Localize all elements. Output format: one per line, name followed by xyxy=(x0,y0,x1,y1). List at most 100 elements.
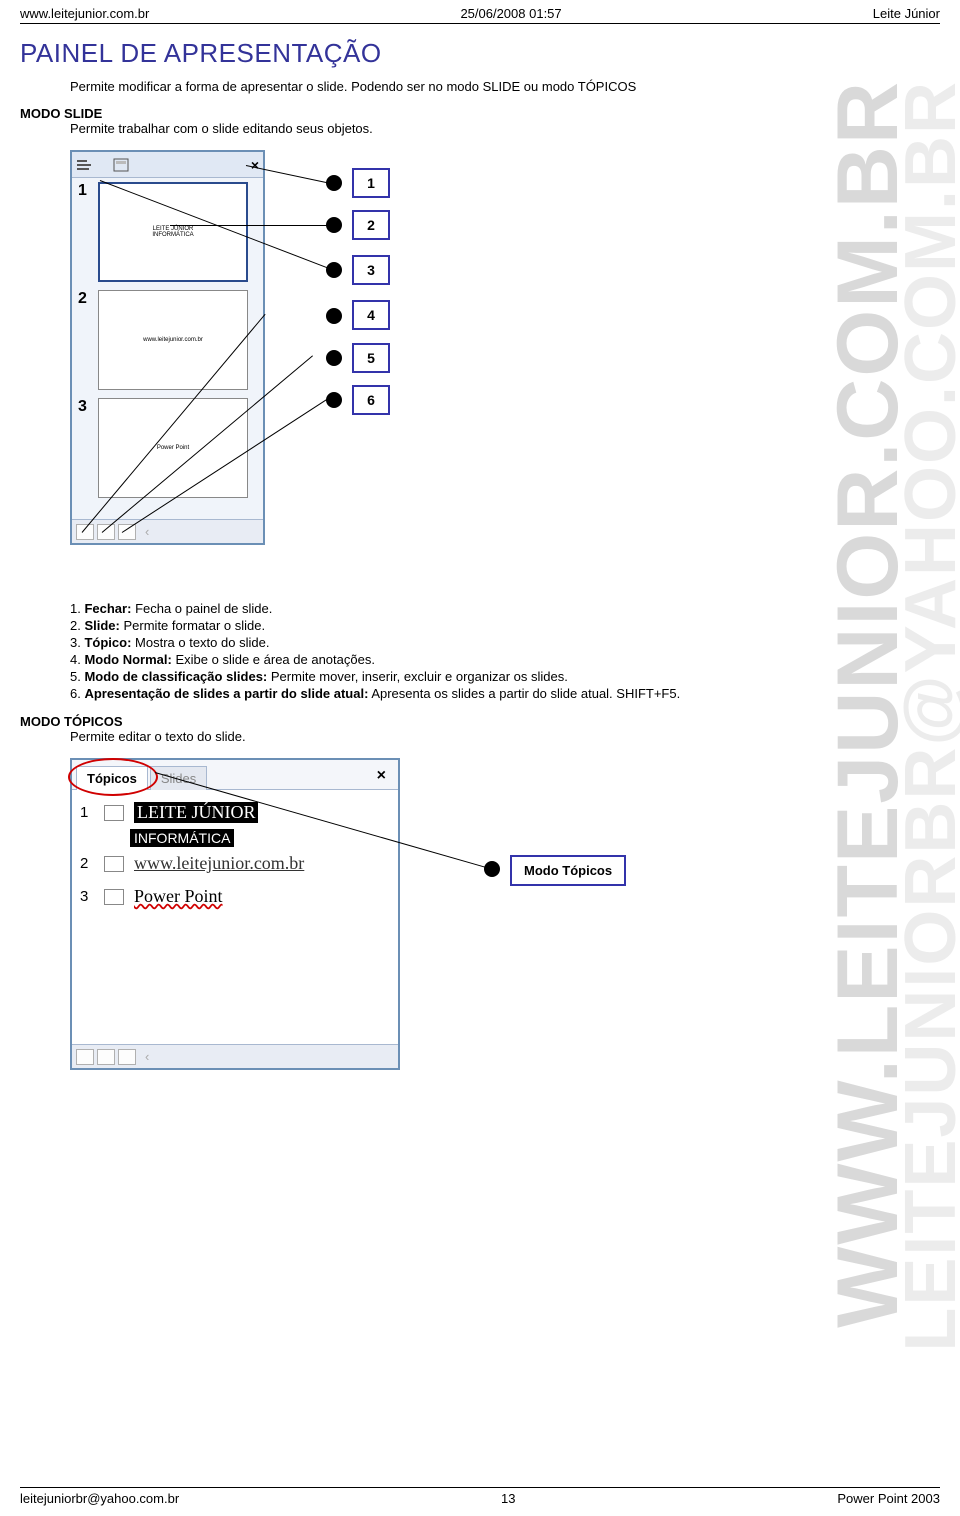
marker-dot xyxy=(326,308,342,324)
footer-right: Power Point 2003 xyxy=(837,1491,940,1506)
legend-num: 2. xyxy=(70,618,81,633)
legend-term: Slide: xyxy=(84,618,119,633)
thumb-text: www.leitejunior.com.br xyxy=(143,337,203,343)
marker-dot xyxy=(326,350,342,366)
legend-desc: Permite mover, inserir, excluir e organi… xyxy=(271,669,568,684)
footer-left: leitejuniorbr@yahoo.com.br xyxy=(20,1491,179,1506)
thumb-num: 1 xyxy=(78,182,92,200)
marker-box-6: 6 xyxy=(352,385,390,415)
legend-term: Fechar: xyxy=(84,601,131,616)
legend-term: Tópico: xyxy=(84,635,131,650)
footer-center: 13 xyxy=(501,1491,515,1506)
page-footer: leitejuniorbr@yahoo.com.br 13 Power Poin… xyxy=(20,1487,940,1506)
thumb-num: 2 xyxy=(78,290,92,308)
marker-box-5: 5 xyxy=(352,343,390,373)
legend-item: 4. Modo Normal: Exibe o slide e área de … xyxy=(70,651,940,668)
intro-text: Permite modificar a forma de apresentar … xyxy=(0,77,960,102)
legend-list: 1. Fechar: Fecha o painel de slide. 2. S… xyxy=(0,596,960,710)
figure-slide-panel: × 1 LEITE JÚNIOR INFORMÁTICA 2 www.leite… xyxy=(70,150,940,590)
legend-item: 1. Fechar: Fecha o painel de slide. xyxy=(70,600,940,617)
outline-row[interactable]: 1 LEITE JÚNIOR xyxy=(80,796,390,829)
figure-outline-panel: Tópicos Slides × 1 LEITE JÚNIOR INFORMÁT… xyxy=(70,758,940,1088)
legend-item: 3. Tópico: Mostra o texto do slide. xyxy=(70,634,940,651)
outline-num: 3 xyxy=(80,888,94,905)
legend-desc: Apresenta os slides a partir do slide at… xyxy=(371,686,680,701)
marker-dot xyxy=(326,392,342,408)
outline-row[interactable]: 3 Power Point xyxy=(80,880,390,913)
slide-panel-tabs: × xyxy=(72,152,263,178)
slides-tab-icon[interactable] xyxy=(112,158,130,172)
legend-num: 4. xyxy=(70,652,81,667)
callout-modo-topicos: Modo Tópicos xyxy=(510,855,626,886)
thumb-box[interactable]: www.leitejunior.com.br xyxy=(98,290,248,390)
legend-item: 2. Slide: Permite formatar o slide. xyxy=(70,617,940,634)
slideshow-view-icon[interactable] xyxy=(118,1049,136,1065)
close-panel-icon[interactable]: × xyxy=(251,157,259,173)
sorter-view-icon[interactable] xyxy=(97,524,115,540)
scroll-left-icon[interactable]: ‹ xyxy=(145,1049,149,1064)
legend-num: 3. xyxy=(70,635,81,650)
legend-desc: Fecha o painel de slide. xyxy=(135,601,272,616)
outline-panel: Tópicos Slides × 1 LEITE JÚNIOR INFORMÁT… xyxy=(70,758,400,1070)
slide-panel-bottom: ‹ xyxy=(72,519,263,543)
footer-divider xyxy=(20,1487,940,1488)
legend-term: Modo Normal: xyxy=(84,652,171,667)
outline-text: www.leitejunior.com.br xyxy=(134,853,304,874)
header-right: Leite Júnior xyxy=(873,6,940,21)
marker-dot xyxy=(326,262,342,278)
normal-view-icon[interactable] xyxy=(76,1049,94,1065)
outline-num: 1 xyxy=(80,804,94,821)
marker-box-3: 3 xyxy=(352,255,390,285)
outline-row[interactable]: 2 www.leitejunior.com.br xyxy=(80,847,390,880)
mode-slide-heading: MODO SLIDE xyxy=(0,102,960,121)
thumb-text: Power Point xyxy=(157,445,189,451)
marker-box-1: 1 xyxy=(352,168,390,198)
callout-dot xyxy=(484,861,500,877)
marker-dot xyxy=(326,217,342,233)
header-left: www.leitejunior.com.br xyxy=(20,6,149,21)
page-title: PAINEL DE APRESENTAÇÃO xyxy=(0,34,960,77)
thumb-box[interactable]: LEITE JÚNIOR INFORMÁTICA xyxy=(98,182,248,282)
marker-dot xyxy=(326,175,342,191)
thumb-row-3[interactable]: 3 Power Point xyxy=(72,394,263,502)
slide-icon xyxy=(104,889,124,905)
outline-body: 1 LEITE JÚNIOR INFORMÁTICA 2 www.leiteju… xyxy=(72,790,398,919)
thumb-num: 3 xyxy=(78,398,92,416)
outline-tab-icon[interactable] xyxy=(76,158,94,172)
thumb-text: INFORMÁTICA xyxy=(152,232,193,238)
legend-item: 6. Apresentação de slides a partir do sl… xyxy=(70,685,940,702)
normal-view-icon[interactable] xyxy=(76,524,94,540)
outline-text: Power Point xyxy=(134,886,223,907)
header-center: 25/06/2008 01:57 xyxy=(460,6,561,21)
outline-text: LEITE JÚNIOR xyxy=(134,802,258,823)
legend-item: 5. Modo de classificação slides: Permite… xyxy=(70,668,940,685)
header-divider xyxy=(20,23,940,24)
slide-icon xyxy=(104,805,124,821)
outline-num: 2 xyxy=(80,855,94,872)
outline-panel-bottom: ‹ xyxy=(72,1044,398,1068)
outline-subtext: INFORMÁTICA xyxy=(130,829,234,847)
legend-desc: Exibe o slide e área de anotações. xyxy=(175,652,374,667)
thumb-box[interactable]: Power Point xyxy=(98,398,248,498)
sorter-view-icon[interactable] xyxy=(97,1049,115,1065)
mode-slide-body: Permite trabalhar com o slide editando s… xyxy=(0,121,960,144)
marker-line xyxy=(170,225,335,226)
close-outline-icon[interactable]: × xyxy=(369,763,394,789)
legend-num: 6. xyxy=(70,686,81,701)
marker-box-2: 2 xyxy=(352,210,390,240)
outline-tabs: Tópicos Slides × xyxy=(72,760,398,790)
highlight-circle xyxy=(68,758,158,796)
legend-num: 5. xyxy=(70,669,81,684)
legend-num: 1. xyxy=(70,601,81,616)
legend-desc: Mostra o texto do slide. xyxy=(135,635,269,650)
legend-term: Modo de classificação slides: xyxy=(84,669,267,684)
mode-topics-body: Permite editar o texto do slide. xyxy=(0,729,960,752)
slide-icon xyxy=(104,856,124,872)
page-header: www.leitejunior.com.br 25/06/2008 01:57 … xyxy=(0,0,960,23)
marker-box-4: 4 xyxy=(352,300,390,330)
thumb-row-2[interactable]: 2 www.leitejunior.com.br xyxy=(72,286,263,394)
scroll-left-icon[interactable]: ‹ xyxy=(145,524,149,539)
legend-term: Apresentação de slides a partir do slide… xyxy=(84,686,368,701)
mode-topics-heading: MODO TÓPICOS xyxy=(0,710,960,729)
legend-desc: Permite formatar o slide. xyxy=(124,618,266,633)
